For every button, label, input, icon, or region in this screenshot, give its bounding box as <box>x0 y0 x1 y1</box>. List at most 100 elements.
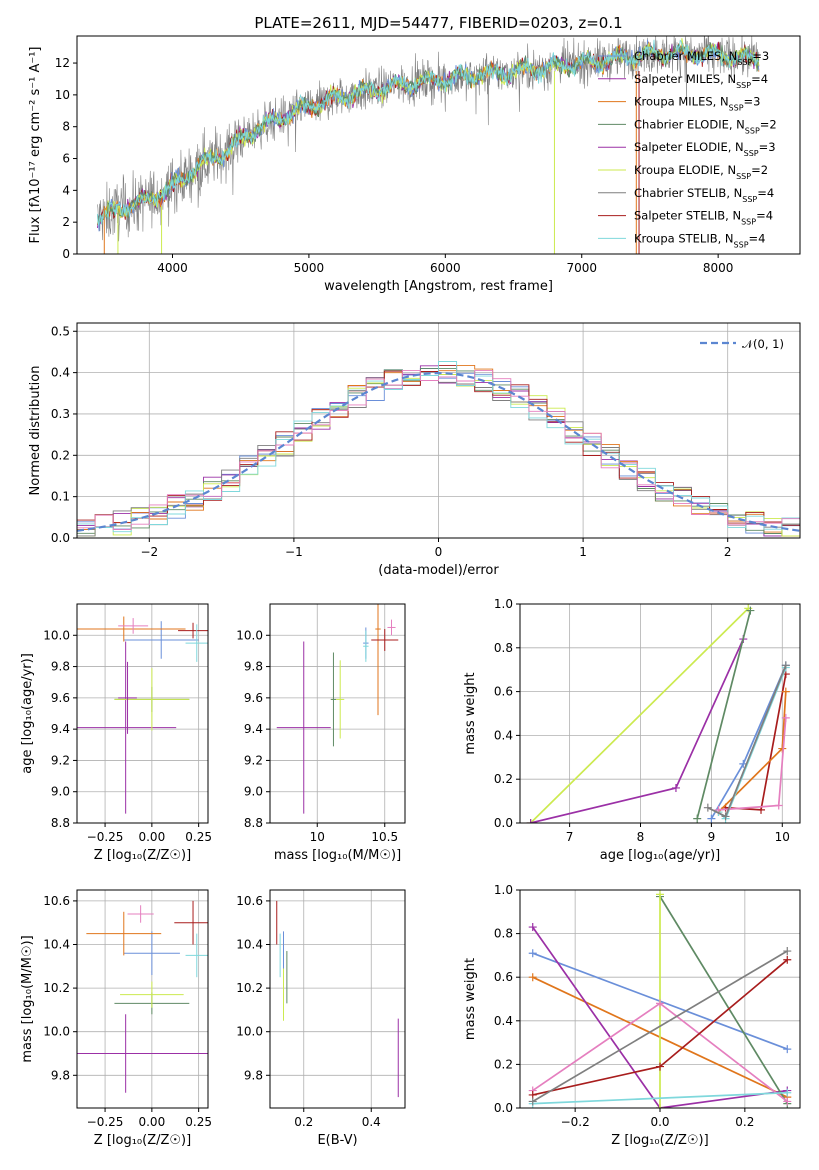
y-tick-label: 10.6 <box>236 894 263 908</box>
x-tick-label: 1 <box>579 545 587 559</box>
weight_vs_age-plot-area <box>526 604 790 823</box>
x-tick-label: 0.25 <box>185 1115 212 1129</box>
axes-frame <box>76 35 801 255</box>
y-tick-label: 0.5 <box>51 324 70 338</box>
x-axis-label: E(B-V) <box>317 1133 357 1148</box>
mass-weight-marker <box>528 973 537 982</box>
residuals-panel: −2 −1 0 1 2 0.0 0.1 0.2 0.3 0.4 0.5 (data-model)/er… <box>28 322 801 578</box>
y-tick-label: 0.6 <box>494 970 513 984</box>
y-tick-label: 1.0 <box>494 883 513 897</box>
model-spectrum-line <box>97 39 759 226</box>
y-tick-label: 10.2 <box>43 981 70 995</box>
x-tick-label: −2 <box>140 545 158 559</box>
mass-weight-marker <box>783 955 792 964</box>
x-tick-label: 0.2 <box>735 1115 754 1129</box>
x-axis-label: Z [log₁₀(Z/Z☉)] <box>611 1133 708 1148</box>
y-tick-label: 8.8 <box>244 816 263 830</box>
y-tick-label: 9.4 <box>51 722 70 736</box>
age_vs_Z-plot-area <box>77 616 208 814</box>
y-tick-label: 9.0 <box>244 785 263 799</box>
x-tick-label: −1 <box>285 545 303 559</box>
y-tick-label: 0.8 <box>494 927 513 941</box>
spectrum-panel: 4000 5000 6000 7000 8000 0 2 4 6 8 10 12 wavelength … <box>28 14 801 294</box>
x-tick-label: 10.5 <box>371 830 398 844</box>
mass-weight-marker <box>693 814 702 823</box>
y-tick-label: 12 <box>55 56 70 70</box>
y-tick-label: 9.0 <box>51 785 70 799</box>
y-tick-label: 9.4 <box>244 722 263 736</box>
weight_vs_age-panel: 7 8 9 10 0.0 0.2 0.4 0.6 0.8 1.0 age [log₁₀(age/yr… <box>463 597 801 863</box>
y-tick-label: 10 <box>55 88 70 102</box>
mass-weight-marker <box>528 949 537 958</box>
y-tick-label: 0.2 <box>494 1057 513 1071</box>
mass-weight-marker <box>781 661 790 670</box>
y-tick-label: 10.0 <box>236 628 263 642</box>
y-tick-label: 0.1 <box>51 490 70 504</box>
x-tick-label: 0.25 <box>185 830 212 844</box>
x-axis-label: Z [log₁₀(Z/Z☉)] <box>94 848 191 863</box>
y-tick-label: 0.4 <box>51 366 70 380</box>
axes-frame <box>269 603 406 824</box>
y-tick-label: 10.0 <box>43 1025 70 1039</box>
x-tick-label: 5000 <box>294 261 325 275</box>
y-tick-label: 0.0 <box>51 531 70 545</box>
mass-weight-marker <box>774 801 783 810</box>
y-tick-label: 4 <box>62 183 70 197</box>
y-axis-label: Flux [fλ10⁻¹⁷ erg cm⁻² s⁻¹ A⁻¹] <box>28 47 43 244</box>
normal-curve <box>77 371 800 532</box>
mass-weight-marker <box>528 1097 537 1106</box>
x-axis-label: mass [log₁₀(M/M☉)] <box>274 848 401 863</box>
y-tick-label: 0.4 <box>494 1014 513 1028</box>
y-tick-label: 9.8 <box>51 660 70 674</box>
spectrum-plot-area <box>97 36 760 254</box>
axes-frame <box>76 889 209 1109</box>
mass-weight-marker <box>781 713 790 722</box>
legend-entry: Salpeter STELIB, NSSP=4 <box>634 209 773 227</box>
age_vs_Z-panel: −0.25 0.00 0.25 8.8 9.0 9.2 9.4 9.6 9.8 10.0 Z [lo… <box>20 603 212 863</box>
residual-histogram <box>77 367 800 534</box>
axes-frame <box>76 603 209 824</box>
mass-weight-marker <box>783 1088 792 1097</box>
mass-weight-line <box>532 1091 788 1105</box>
y-tick-label: 10.0 <box>43 628 70 642</box>
model-spectrum-line <box>97 38 760 224</box>
x-tick-label: 2 <box>724 545 732 559</box>
y-tick-label: 9.8 <box>244 660 263 674</box>
x-tick-label: 0.4 <box>362 1115 381 1129</box>
x-tick-label: 0.0 <box>650 1115 669 1129</box>
mass-weight-marker <box>703 803 712 812</box>
y-tick-label: 0.3 <box>51 407 70 421</box>
mass-weight-marker <box>671 783 680 792</box>
mass-weight-marker <box>721 812 730 821</box>
y-tick-label: 10.4 <box>236 938 263 952</box>
y-axis-label: mass [log₁₀(M/M☉)] <box>20 935 35 1062</box>
y-tick-label: 1.0 <box>494 597 513 611</box>
x-axis-label: (data-model)/error <box>378 563 499 578</box>
legend-entry: Kroupa STELIB, NSSP=4 <box>634 231 765 249</box>
x-tick-label: 0.00 <box>138 830 165 844</box>
legend-entry: 𝒩(0, 1) <box>742 337 784 351</box>
x-tick-label: 8 <box>637 830 645 844</box>
mass-weight-marker <box>783 1045 792 1054</box>
x-tick-label: 10 <box>775 830 790 844</box>
mass-weight-marker <box>707 814 716 823</box>
y-tick-label: 0.6 <box>494 685 513 699</box>
axes-frame <box>519 603 801 824</box>
x-axis-label: Z [log₁₀(Z/Z☉)] <box>94 1133 191 1148</box>
x-tick-label: 6000 <box>430 261 461 275</box>
x-tick-label: 4000 <box>157 261 188 275</box>
mass-weight-line <box>710 664 787 820</box>
x-tick-label: 7000 <box>566 261 597 275</box>
mass_vs_Z-panel: −0.25 0.00 0.25 9.8 10.0 10.2 10.4 10.6 Z [log₁₀… <box>20 889 212 1148</box>
y-tick-label: 6 <box>62 152 70 166</box>
x-tick-label: −0.2 <box>561 1115 590 1129</box>
legend-entry: Kroupa MILES, NSSP=3 <box>634 95 760 113</box>
weight_vs_Z-panel: −0.2 0.0 0.2 0.0 0.2 0.4 0.6 0.8 1.0 Z [log₁₀(Z/Z… <box>463 883 801 1148</box>
legend-entry: Chabrier STELIB, NSSP=4 <box>634 186 774 204</box>
x-axis-label: wavelength [Angstrom, rest frame] <box>324 279 553 294</box>
y-tick-label: 9.8 <box>244 1068 263 1082</box>
mass-weight-marker <box>746 606 755 615</box>
mass_vs_EBV-plot-area <box>276 900 399 1098</box>
y-tick-label: 0.8 <box>494 641 513 655</box>
mass-weight-line <box>530 607 749 823</box>
